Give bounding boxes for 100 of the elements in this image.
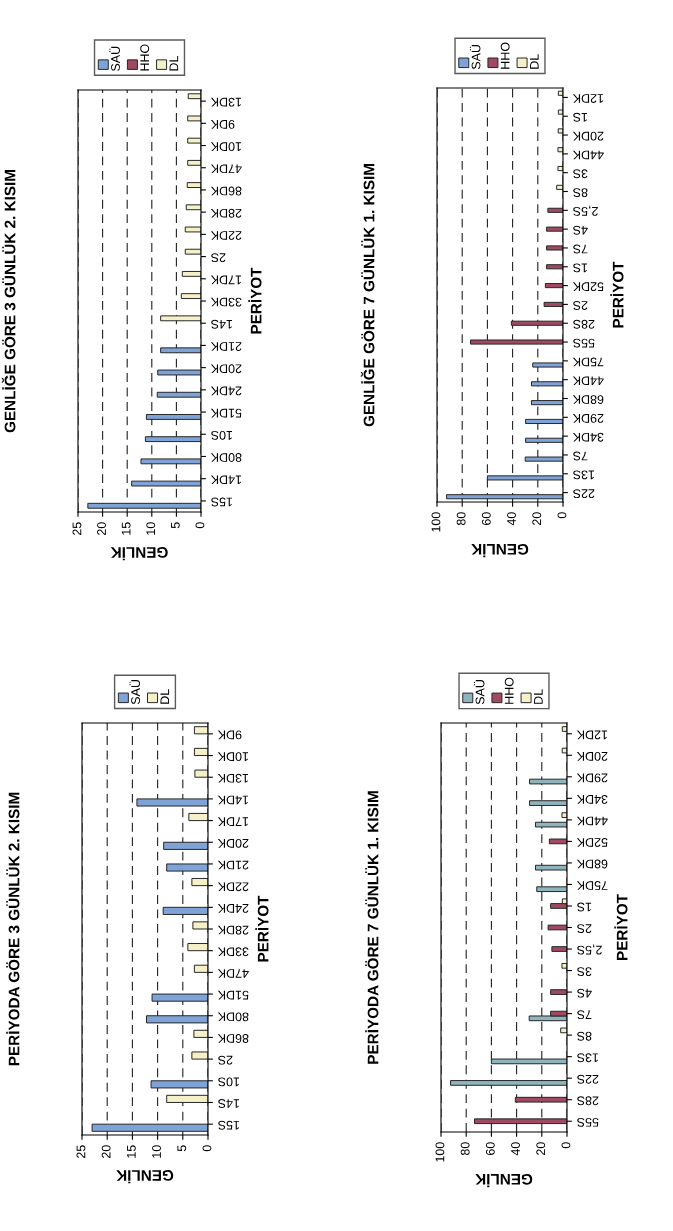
y-tick-label: 80DK [217, 1012, 249, 1022]
x-tick-label: 20 [536, 1142, 546, 1155]
y-tick-label: 80DK [210, 453, 242, 462]
legend-label: SAÜ [473, 680, 485, 705]
y-tick-label: 3S [573, 169, 588, 179]
y-tick-label: 75DK [572, 357, 604, 367]
bar [188, 812, 208, 822]
y-tick-label: 33DK [210, 297, 242, 307]
y-tick-label: 1S [573, 263, 588, 273]
x-tick-label: 15 [127, 1145, 136, 1158]
y-tick-label: 55S [577, 1117, 599, 1127]
y-tick-label: 51DK [210, 408, 242, 418]
y-tick-label: 28S [573, 319, 595, 329]
bar [184, 226, 201, 233]
bar [193, 726, 208, 735]
y-tick-label: 34DK [576, 794, 608, 804]
y-tick-label: 10DK [210, 142, 242, 152]
bar [543, 301, 563, 307]
x-tick-label: 100 [435, 1142, 445, 1162]
x-tick-label: 20 [97, 522, 106, 535]
y-tick-label: 68DK [572, 395, 604, 404]
y-tick-label: 1S [573, 112, 588, 122]
bar [546, 264, 563, 270]
bar [187, 137, 201, 144]
y-tick-label: 21DK [210, 342, 242, 351]
x-tick-label: 20 [101, 1145, 111, 1158]
x-tick-label: 0 [557, 512, 567, 519]
x-tick-label: 40 [507, 512, 516, 526]
y-tick-label: 22DK [217, 882, 249, 892]
bar [191, 877, 208, 887]
legend-label: DL [160, 689, 170, 704]
bar [557, 128, 563, 134]
y-tick-label: 2S [573, 301, 588, 310]
bar [557, 109, 563, 115]
y-tick-label: 20DK [217, 838, 249, 848]
bar [193, 747, 208, 757]
y-tick-label: 47DK [210, 164, 242, 174]
bar [185, 204, 201, 211]
y-tick-label: 9DK [210, 119, 235, 129]
y-tick-label: 7S [573, 244, 588, 254]
legend-label: DL [169, 56, 179, 71]
y-tick-label: 15S [218, 1120, 240, 1130]
bar [560, 1027, 567, 1034]
x-tick-label: 15 [121, 522, 131, 535]
bar [192, 921, 208, 930]
y-tick-label: 44DK [572, 376, 604, 386]
x-tick-label: 60 [481, 512, 491, 525]
legend-label: HHO [504, 677, 514, 704]
y-tick-label: 24DK [210, 386, 242, 396]
x-tick-label: 20 [532, 512, 542, 525]
y-tick-label: 21DK [217, 860, 249, 870]
y-tick-label: 68DK [576, 859, 608, 869]
x-tick-label: 25 [76, 1145, 86, 1158]
bar [551, 946, 567, 952]
bar [193, 964, 208, 973]
bar [193, 1029, 208, 1038]
y-tick-label: 2,5S [577, 944, 602, 955]
y-axis-title: PERİYOT [614, 894, 628, 961]
text: PERİYODA GÖRE 7 GÜNLÜK 1. KISIM [365, 791, 379, 1064]
x-axis-title: GENLİK [110, 546, 168, 561]
y-tick-label: 75DK [576, 881, 608, 890]
bar [557, 147, 563, 153]
x-tick-label: 0 [561, 1142, 571, 1149]
y-tick-label: 15S [211, 497, 233, 507]
y-tick-label: 10S [211, 430, 233, 440]
bar [486, 475, 563, 481]
y-tick-label: 12DK [576, 730, 608, 740]
bar [547, 207, 563, 213]
x-tick-label: 100 [431, 512, 441, 532]
y-tick-label: 2S [218, 1055, 233, 1065]
x-tick-label: 80 [460, 1142, 470, 1156]
bar [561, 962, 567, 969]
y-tick-label: 1S [577, 902, 592, 912]
y-tick-label: 14S [218, 1099, 240, 1108]
bar [180, 293, 201, 300]
y-tick-label: 2,5S [573, 205, 598, 216]
text: PERİYODA GÖRE 3 GÜNLÜK 2. KISIM [6, 792, 20, 1066]
legend-label: DL [534, 689, 543, 704]
legend-label: SAÜ [469, 44, 481, 70]
bar [187, 93, 201, 100]
bar [561, 812, 567, 818]
y-tick-label: 10S [218, 1077, 240, 1087]
legend-label: DL [530, 54, 539, 69]
y-tick-label: 29DK [576, 773, 608, 783]
x-axis-title: GENLİK [471, 543, 529, 558]
y-tick-label: 22S [573, 489, 595, 499]
legend-label: HHO [500, 42, 510, 69]
bar [186, 182, 201, 188]
text: GENLİĞE GÖRE 7 GÜNLÜK 1. KISIM [360, 164, 375, 427]
x-tick-label: 5 [177, 1145, 187, 1152]
x-tick-label: 80 [456, 512, 466, 526]
y-tick-label: 22DK [210, 231, 242, 240]
bar [187, 115, 201, 122]
x-tick-label: 10 [146, 522, 156, 535]
bar [550, 989, 567, 995]
y-tick-label: 2S [211, 253, 226, 263]
bar [544, 283, 563, 289]
y-axis-title: PERİYOT [248, 267, 262, 334]
y-tick-label: 13S [573, 470, 595, 480]
y-tick-label: 14DK [217, 795, 249, 805]
